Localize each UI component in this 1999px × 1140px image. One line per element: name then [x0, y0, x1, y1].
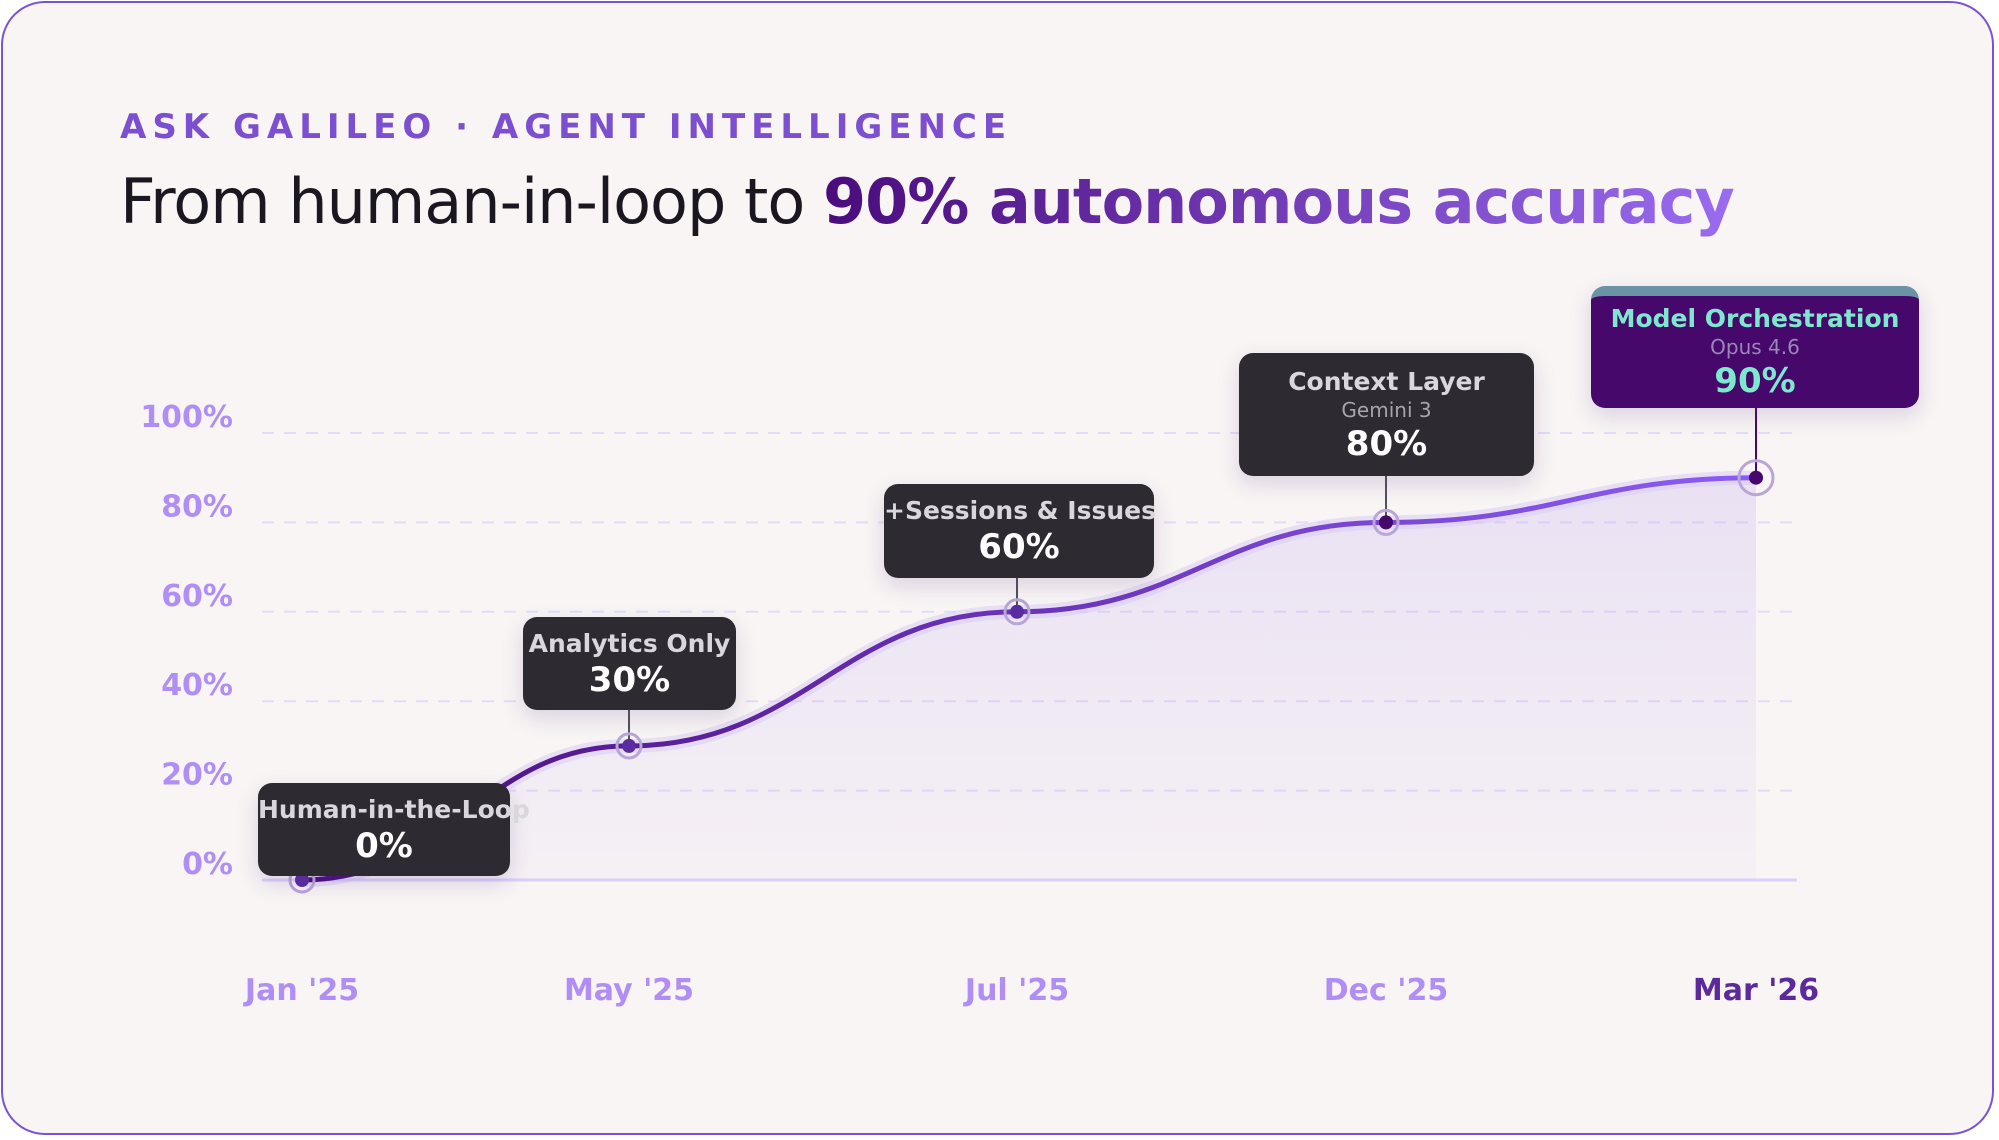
area-fill	[302, 477, 1756, 880]
annotation-box: Model Orchestration Opus 4.6 90%	[1591, 286, 1919, 408]
annotation-name: Human-in-the-Loop	[258, 795, 530, 824]
title-highlight: 90% autonomous accuracy	[822, 165, 1735, 238]
y-tick-label: 0%	[182, 847, 233, 882]
annotation-sub: Gemini 3	[1341, 398, 1432, 422]
annotation-name: Model Orchestration	[1610, 304, 1900, 333]
annotation-box: Analytics Only 30%	[523, 617, 736, 710]
point-ring	[1372, 508, 1400, 536]
data-point	[622, 738, 636, 753]
annotation-val: 80%	[1345, 424, 1428, 464]
x-tick-label: Jan '25	[243, 973, 359, 1008]
title-plain: From human-in-loop to	[120, 165, 823, 238]
y-tick-label: 80%	[161, 489, 233, 524]
data-point	[1010, 604, 1024, 619]
point-ring	[1003, 598, 1031, 626]
annotation-box: Context Layer Gemini 3 80%	[1239, 353, 1534, 476]
annotation-box: Human-in-the-Loop 0%	[258, 783, 530, 876]
point-ring	[1737, 459, 1775, 497]
annotation-box: +Sessions & Issues 60%	[884, 484, 1156, 578]
x-tick-label: Mar '26	[1693, 973, 1819, 1008]
annotation-val: 90%	[1714, 361, 1796, 401]
y-tick-label: 20%	[161, 758, 233, 793]
data-point	[295, 873, 309, 887]
data-point	[1749, 470, 1763, 485]
kicker: ASK GALILEO · AGENT INTELLIGENCE	[120, 107, 1013, 147]
annotation-val: 60%	[978, 527, 1060, 567]
page-title: From human-in-loop to 90% autonomous acc…	[120, 165, 1735, 238]
annotation-name: Context Layer	[1288, 367, 1485, 396]
data-point	[1379, 515, 1393, 530]
x-tick-label: Dec '25	[1324, 973, 1448, 1008]
annotation-name: +Sessions & Issues	[884, 496, 1156, 525]
annotation-val: 0%	[355, 826, 413, 866]
annotation-sub: Opus 4.6	[1710, 335, 1800, 359]
y-tick-label: 100%	[140, 400, 233, 435]
annotation-val: 30%	[588, 660, 671, 700]
annotation-name: Analytics Only	[528, 629, 731, 658]
y-tick-label: 60%	[161, 579, 233, 614]
x-tick-label: May '25	[564, 973, 694, 1008]
x-tick-label: Jul '25	[963, 973, 1069, 1008]
point-ring	[615, 732, 643, 760]
y-tick-label: 40%	[161, 668, 233, 703]
